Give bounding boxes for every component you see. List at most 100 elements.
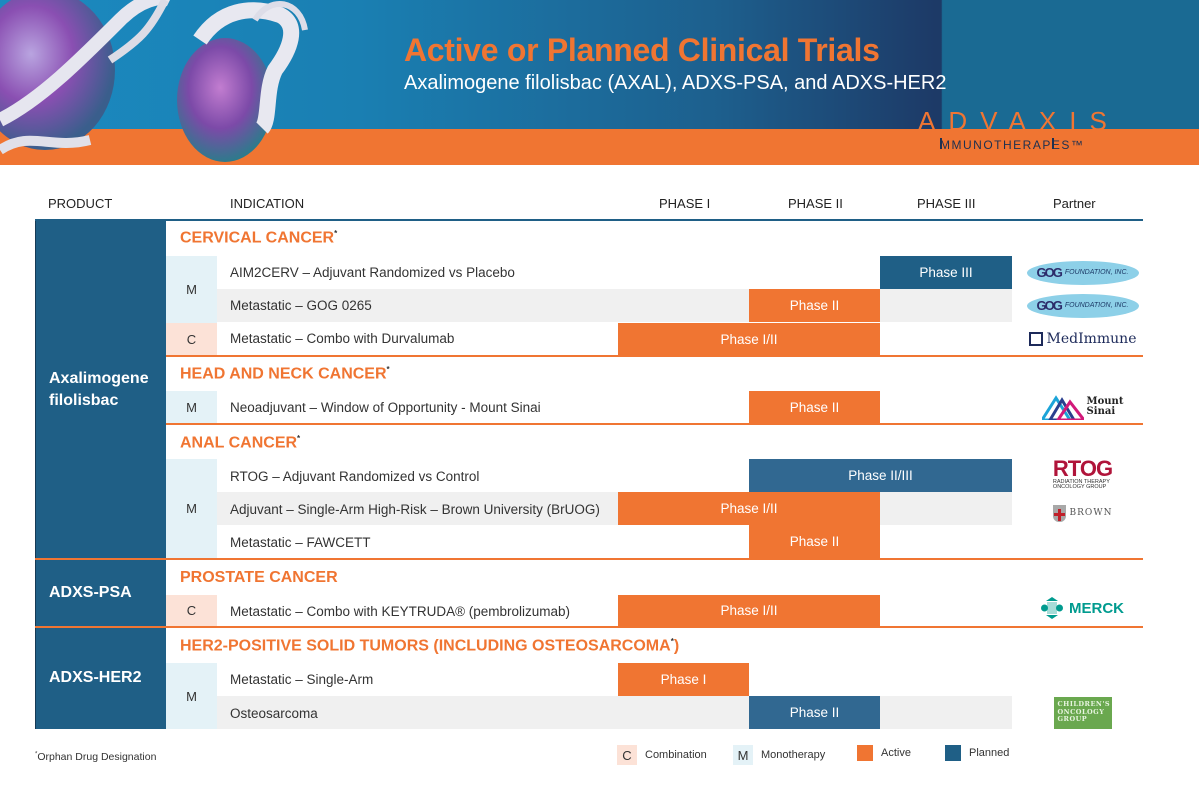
column-header-phase-1: PHASE I xyxy=(659,196,711,211)
legend-label: Planned xyxy=(969,747,1010,759)
trial-row xyxy=(217,696,1012,729)
legend-swatch-active xyxy=(857,745,873,761)
legend-combination: C Combination xyxy=(617,745,707,765)
type-cell-monotherapy: M xyxy=(166,256,217,323)
legend-monotherapy: M Monotherapy xyxy=(733,745,825,765)
column-header-partner: Partner xyxy=(1053,196,1096,211)
footnote-text: Orphan Drug Designation xyxy=(37,751,157,763)
brown-shield-icon xyxy=(1052,504,1066,522)
section-title-her2: HER2-POSITIVE SOLID TUMORS (INCLUDING OS… xyxy=(180,637,679,655)
trial-label: RTOG – Adjuvant Randomized vs Control xyxy=(230,469,480,484)
section-title-anal: ANAL CANCER* xyxy=(180,434,300,452)
legend-active: Active xyxy=(857,745,911,761)
merck-text: MERCK xyxy=(1069,599,1124,617)
partner-logo-gog: GOG FOUNDATION, INC. xyxy=(1025,256,1140,289)
section-title-head-neck: HEAD AND NECK CANCER* xyxy=(180,365,390,383)
section-title-text: HER2-POSITIVE SOLID TUMORS (INCLUDING OS… xyxy=(180,637,671,655)
phase-bar-active: Phase II xyxy=(749,289,880,322)
advaxis-logo: ADVAXIS xyxy=(918,106,1120,136)
trial-label: Metastatic – Combo with KEYTRUDA® (pembr… xyxy=(230,604,571,619)
partner-logo-brown: BROWN xyxy=(1025,498,1140,528)
brown-text: BROWN xyxy=(1069,508,1113,518)
tagline-part-1: MMUNOTHERAP xyxy=(940,138,1052,152)
header-divider xyxy=(35,219,1143,221)
legend-label: Combination xyxy=(645,749,707,761)
footnote-mark: * xyxy=(35,751,38,758)
header-banner: Active or Planned Clinical Trials Axalim… xyxy=(0,0,1199,165)
orphan-mark: * xyxy=(297,434,301,443)
product-cell-adxs-psa: ADXS-PSA xyxy=(35,559,166,626)
type-cell-combination: C xyxy=(166,595,217,626)
phase-bar-active: Phase I/II xyxy=(618,492,880,525)
gog-text: FOUNDATION, INC. xyxy=(1064,269,1129,276)
trial-label: AIM2CERV – Adjuvant Randomized vs Placeb… xyxy=(230,265,515,280)
legend-swatch-monotherapy: M xyxy=(733,745,753,765)
orphan-mark: * xyxy=(670,637,674,646)
partner-logo-gog: GOG FOUNDATION, INC. xyxy=(1025,289,1140,322)
type-cell-combination: C xyxy=(166,323,217,355)
legend-label: Monotherapy xyxy=(761,749,826,761)
partner-logo-rtog: RTOG RADIATION THERAPY ONCOLOGY GROUP xyxy=(1025,456,1140,492)
column-header-indication: INDICATION xyxy=(230,196,305,211)
legend-label: Active xyxy=(881,747,911,759)
column-header-phase-3: PHASE III xyxy=(917,196,976,211)
section-title-text: HEAD AND NECK CANCER xyxy=(180,365,387,383)
column-header-product: PRODUCT xyxy=(48,196,113,211)
partner-logo-mount-sinai: Mount Sinai xyxy=(1025,389,1140,425)
type-cell-monotherapy: M xyxy=(166,391,217,424)
partner-logo-medimmune: MedImmune xyxy=(1025,323,1140,355)
phase-bar-active: Phase I/II xyxy=(618,595,880,626)
rtog-text: RTOG xyxy=(1052,455,1113,481)
advaxis-logo-tagline: MMUNOTHERAP ES™ xyxy=(940,138,1084,152)
phase-bar-active: Phase II xyxy=(749,525,880,558)
page-title: Active or Planned Clinical Trials xyxy=(404,32,880,68)
section-title-prostate: PROSTATE CANCER xyxy=(180,569,338,587)
product-name: ADXS-HER2 xyxy=(49,669,142,686)
legend-planned: Planned xyxy=(945,745,1009,761)
mount-sinai-text-1: Mount xyxy=(1086,396,1124,407)
phase-bar-planned: Phase II/III xyxy=(749,459,1012,492)
mount-sinai-icon xyxy=(1041,395,1084,420)
orphan-mark: * xyxy=(386,365,390,374)
medimmune-icon xyxy=(1028,332,1043,346)
product-cell-axalimogene: Axalimogene filolisbac xyxy=(35,221,166,558)
section-title-text: ANAL CANCER xyxy=(180,434,298,452)
type-cell-monotherapy: M xyxy=(166,459,217,558)
section-title-end: ) xyxy=(673,637,680,655)
trial-label: Adjuvant – Single-Arm High-Risk – Brown … xyxy=(230,502,600,517)
cancer-cell-illustration-icon xyxy=(0,0,308,162)
partner-logo-merck: MERCK xyxy=(1025,593,1140,623)
trial-label: Neoadjuvant – Window of Opportunity - Mo… xyxy=(230,400,541,415)
trial-label: Metastatic – Combo with Durvalumab xyxy=(230,331,455,346)
medimmune-text: MedImmune xyxy=(1046,331,1137,347)
tagline-part-2: ES™ xyxy=(1051,138,1085,152)
section-title-text: PROSTATE CANCER xyxy=(180,569,338,586)
trial-label: Osteosarcoma xyxy=(230,706,318,721)
orphan-mark: * xyxy=(334,229,338,238)
gog-mark: GOG xyxy=(1036,298,1063,313)
legend-swatch-planned xyxy=(945,745,961,761)
phase-bar-active: Phase I/II xyxy=(618,323,880,355)
partner-logo-childrens-oncology-group: CHILDREN'S ONCOLOGY GROUP xyxy=(1025,695,1140,731)
product-name: ADXS-PSA xyxy=(49,583,132,601)
gog-mark: GOG xyxy=(1036,265,1063,280)
product-divider xyxy=(35,626,1143,628)
section-title-text: CERVICAL CANCER xyxy=(180,229,335,247)
product-divider xyxy=(35,558,1143,560)
rtog-subtext-1: RADIATION THERAPY xyxy=(1052,478,1110,485)
phase-bar-planned: Phase II xyxy=(749,696,880,729)
page-subtitle: Axalimogene filolisbac (AXAL), ADXS-PSA,… xyxy=(404,72,947,94)
phase-bar-active: Phase II xyxy=(749,391,880,424)
merck-icon xyxy=(1041,597,1063,619)
section-divider xyxy=(166,423,1143,425)
orphan-drug-footnote: *Orphan Drug Designation xyxy=(35,751,156,763)
mount-sinai-text-2: Sinai xyxy=(1086,406,1116,417)
product-name: Axalimogene filolisbac xyxy=(49,369,149,409)
cog-text-2: ONCOLOGY xyxy=(1057,707,1105,716)
phase-bar-active: Phase I xyxy=(618,663,749,696)
product-cell-adxs-her2: ADXS-HER2 xyxy=(35,627,166,729)
gog-text: FOUNDATION, INC. xyxy=(1064,302,1129,309)
legend-swatch-combination: C xyxy=(617,745,637,765)
trial-label: Metastatic – FAWCETT xyxy=(230,535,371,550)
section-divider xyxy=(166,355,1143,357)
